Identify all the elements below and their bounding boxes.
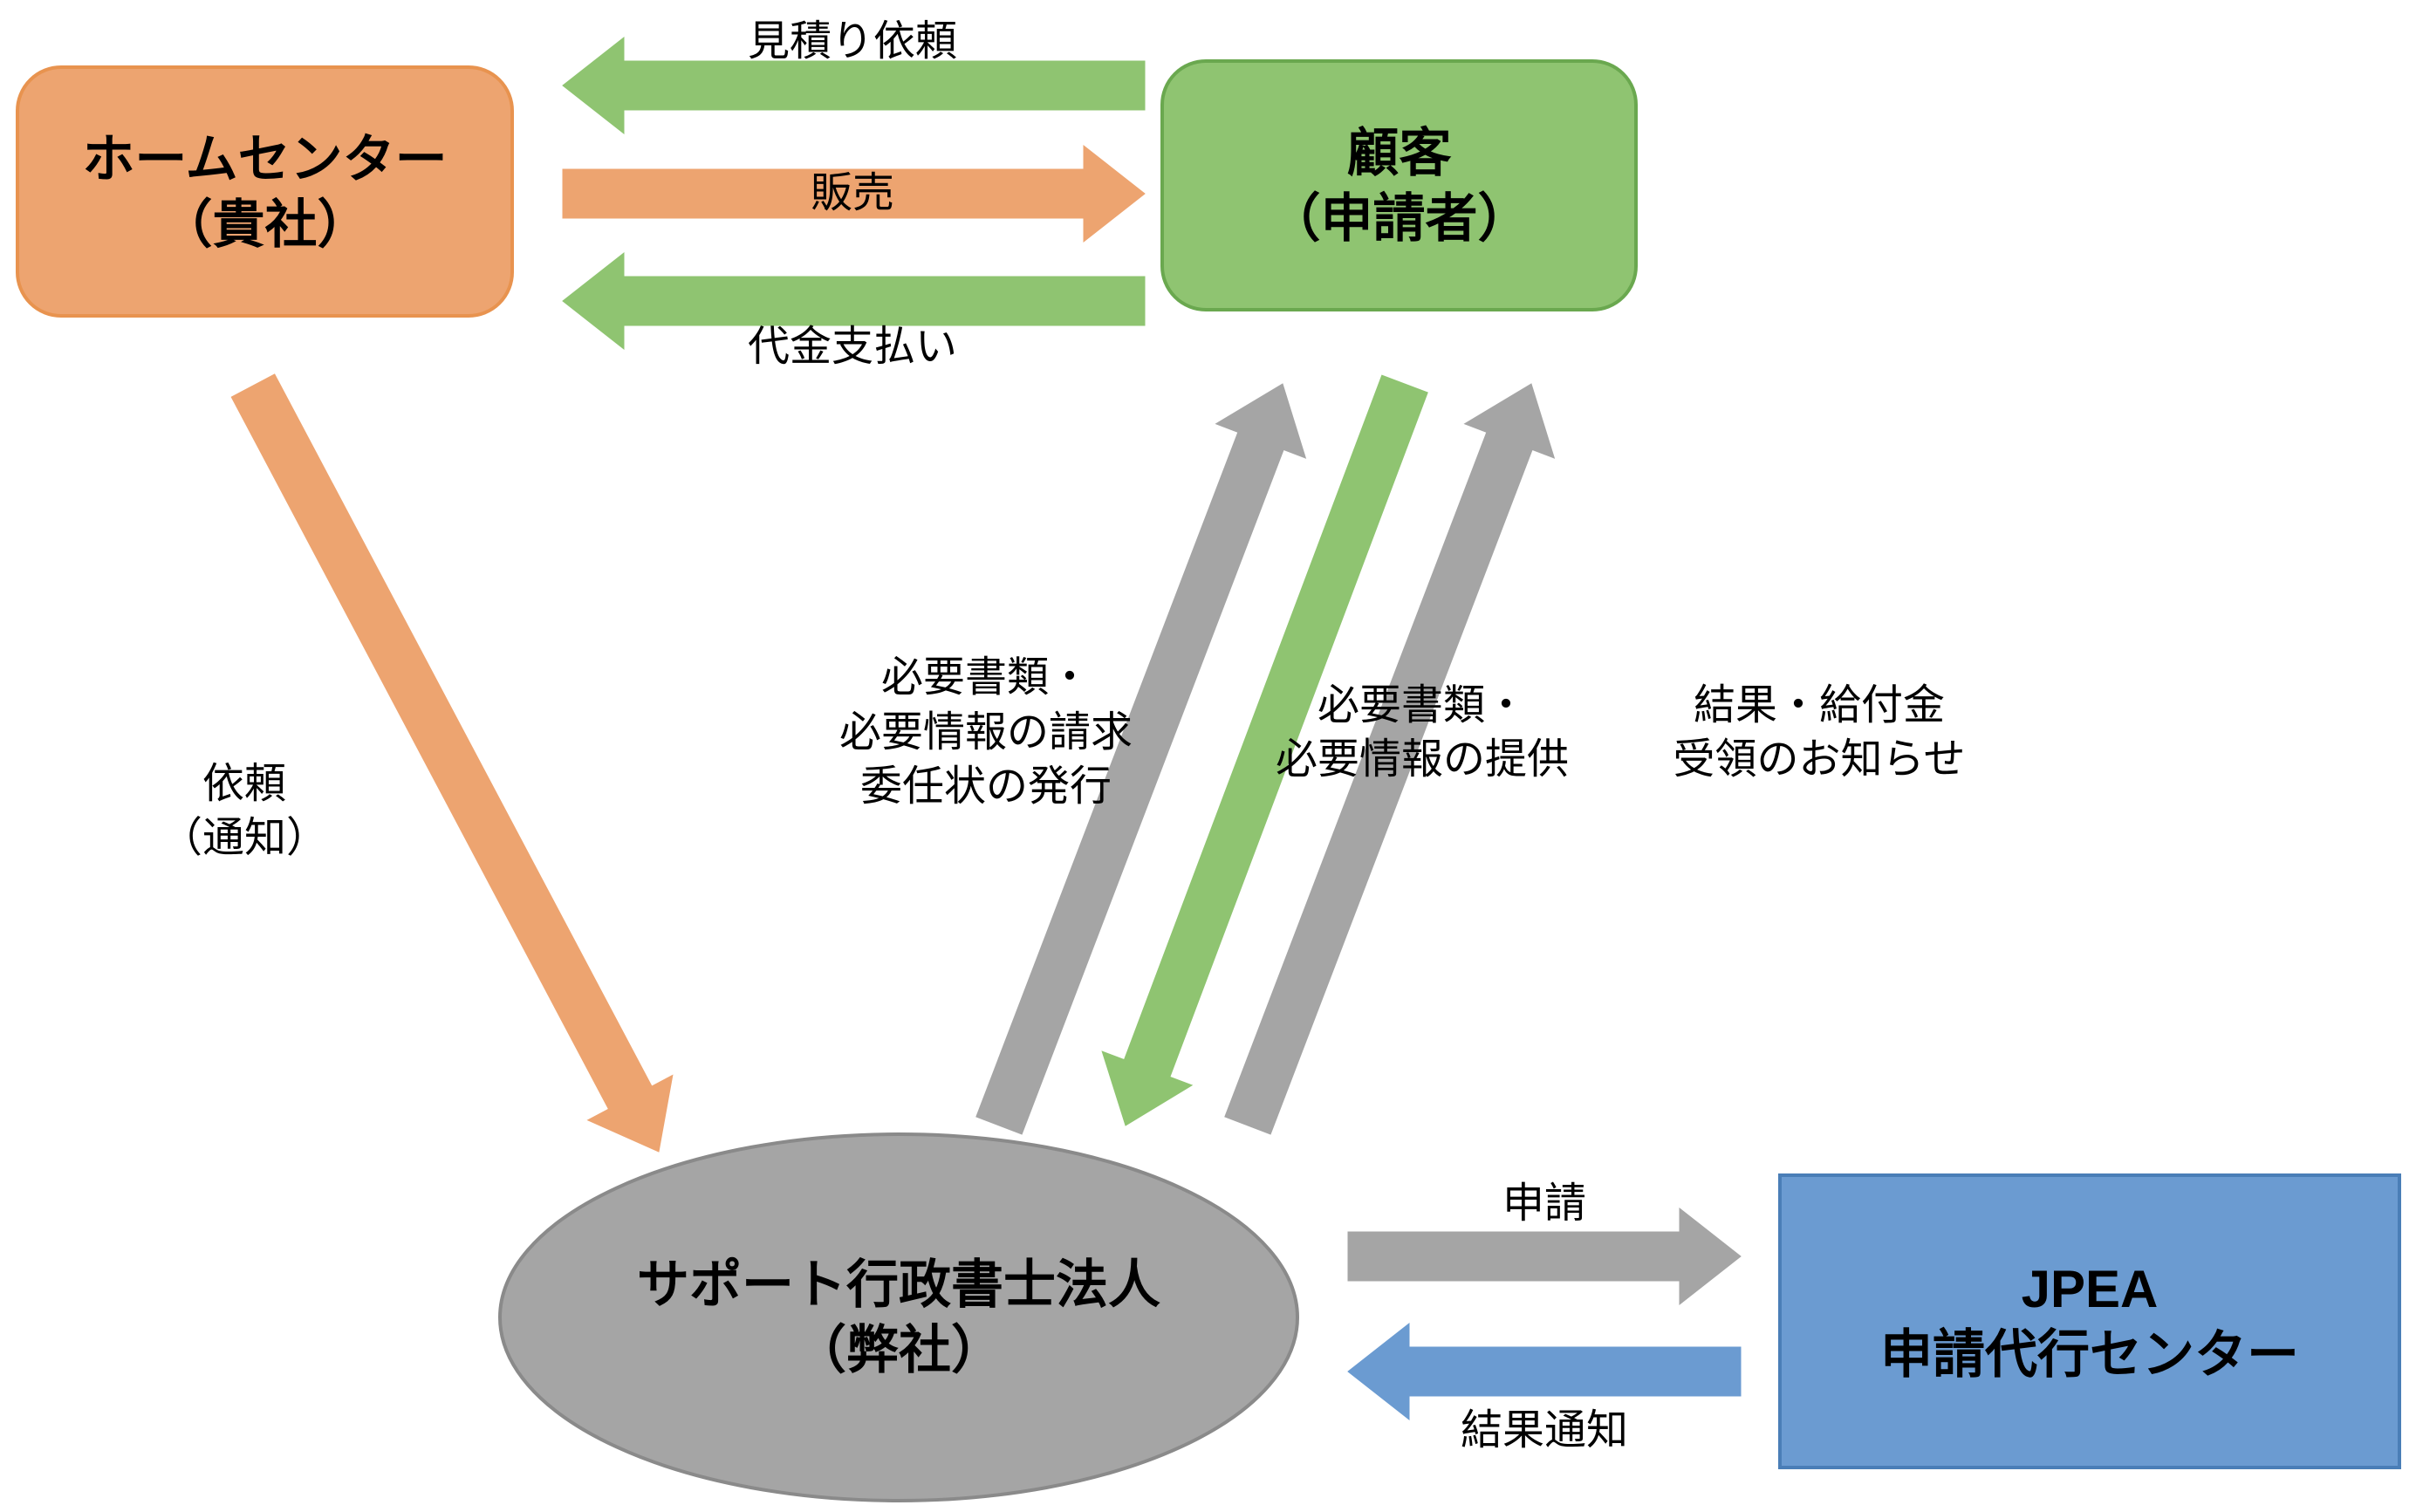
node-label-line2: （貴社） (161, 192, 370, 257)
edge-label-hc-to-cust-sale: 販売 (591, 124, 1114, 263)
edge-label-hc-to-support: 依頼 （通知） (0, 742, 506, 881)
node-label-support: サポート行政書士法人（弊社） (500, 1134, 1297, 1501)
node-label-customer: 顧客（申請者） (1162, 61, 1636, 310)
node-label-line2: 申請代行センター (1880, 1322, 2299, 1387)
node-label-line1: JPEA (2022, 1256, 2159, 1322)
edge-label-cust-to-hc-pay: 代金支払い (591, 277, 1114, 417)
edge-label-jpea-to-support: 結果通知 (1283, 1361, 1806, 1501)
node-label-line1: ホームセンター (82, 127, 447, 192)
node-label-jpea: JPEA申請代行センター (1780, 1175, 2399, 1468)
edge-label-cust-to-hc-inquiry: 見積り依頼 (591, 0, 1114, 112)
node-label-line2: （弊社） (794, 1317, 1003, 1383)
node-label-homecenter: ホームセンター（貴社） (17, 67, 512, 316)
node-label-line1: 顧客 (1347, 120, 1452, 186)
edge-label-support-to-cust-notice: 結果・給付金 受領のお知らせ (1557, 663, 2081, 803)
edge-label-support-to-jpea: 申請 (1283, 1134, 1806, 1274)
node-label-line1: サポート行政書士法人 (637, 1252, 1160, 1317)
node-label-line2: （申請者） (1269, 186, 1530, 251)
